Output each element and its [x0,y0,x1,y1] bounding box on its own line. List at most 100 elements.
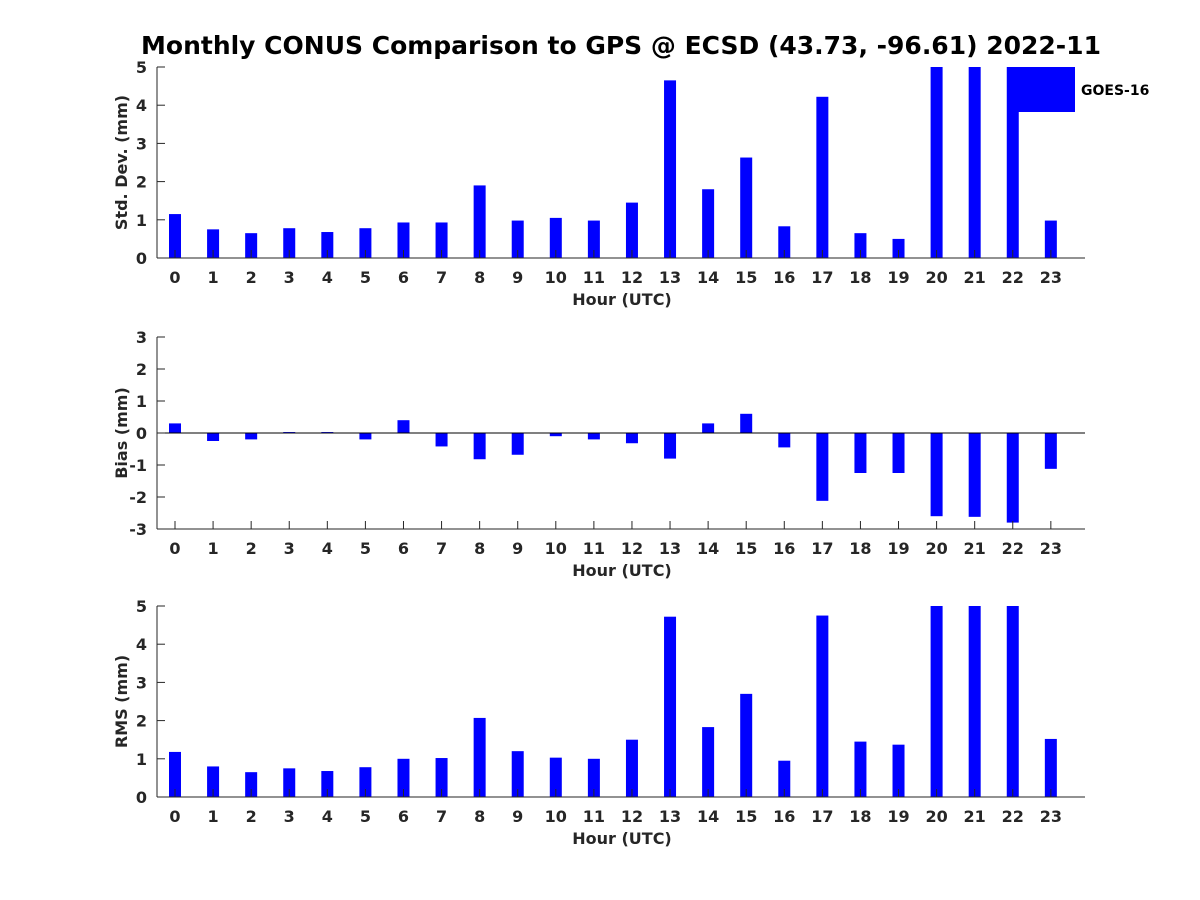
bias-bar-13 [664,433,677,459]
bias-bar-19 [892,433,905,473]
bias-bar-5 [359,433,372,440]
rms-x-tick-label: 12 [621,807,643,826]
rms-x-tick-label: 6 [398,807,409,826]
rms-y-tick-label: 4 [136,635,147,654]
stddev-x-tick-label: 1 [208,268,219,287]
rms-x-tick-label: 8 [474,807,485,826]
rms-x-tick-label: 1 [208,807,219,826]
stddev-bar-10 [549,217,562,258]
stddev-x-tick-label: 9 [512,268,523,287]
stddev-x-tick-label: 4 [322,268,333,287]
stddev-bar-9 [511,220,524,258]
rms-bar-15 [740,693,753,797]
rms-bar-20 [930,606,943,797]
bias-bar-0 [169,423,181,433]
stddev-bar-5 [359,228,372,258]
bias-x-tick-label: 22 [1002,539,1024,558]
rms-x-axis-label: Hour (UTC) [572,829,672,848]
stddev-x-tick-label: 21 [964,268,986,287]
rms-x-tick-label: 17 [811,807,833,826]
rms-x-tick-label: 21 [964,807,986,826]
legend-swatch [1010,67,1075,112]
bias-bar-23 [1044,433,1057,469]
rms-bar-7 [435,758,448,797]
rms-x-tick-label: 4 [322,807,333,826]
stddev-y-tick-label: 5 [136,58,147,77]
rms-bar-23 [1044,738,1057,797]
bias-x-tick-label: 8 [474,539,485,558]
rms-bar-14 [702,727,715,797]
bias-x-tick-label: 1 [208,539,219,558]
rms-x-tick-label: 19 [887,807,909,826]
rms-bar-6 [397,758,410,797]
bias-x-tick-label: 20 [925,539,947,558]
rms-bar-12 [625,739,638,797]
stddev-x-tick-label: 10 [545,268,567,287]
bias-bar-2 [245,433,258,440]
bias-bar-12 [625,433,638,444]
bias-x-tick-label: 17 [811,539,833,558]
stddev-bar-21 [968,67,981,258]
legend: GOES-16 [1010,67,1149,112]
bias-bar-15 [740,413,753,433]
stddev-x-tick-label: 8 [474,268,485,287]
bias-x-tick-label: 2 [246,539,257,558]
rms-y-tick-label: 3 [136,673,147,692]
bias-bar-1 [207,433,220,441]
stddev-bar-6 [397,222,410,258]
stddev-bar-23 [1044,220,1057,258]
stddev-x-tick-label: 16 [773,268,795,287]
stddev-x-tick-label: 22 [1002,268,1024,287]
rms-bar-22 [1006,606,1019,797]
bias-y-tick-label: 2 [136,360,147,379]
stddev-x-tick-label: 0 [169,268,180,287]
bias-x-tick-label: 12 [621,539,643,558]
rms-bar-1 [207,766,220,797]
stddev-y-tick-label: 3 [136,134,147,153]
stddev-x-tick-label: 13 [659,268,681,287]
bias-bar-21 [968,433,981,517]
bias-y-tick-label: 3 [136,328,147,347]
stddev-x-tick-label: 11 [583,268,605,287]
stddev-bar-1 [207,229,220,258]
bias-bar-8 [473,433,486,460]
stddev-bar-12 [625,202,638,258]
stddev-bar-16 [778,226,791,258]
stddev-bar-17 [816,96,829,259]
rms-x-tick-label: 14 [697,807,719,826]
rms-x-tick-label: 13 [659,807,681,826]
stddev-y-tick-label: 0 [136,249,147,268]
stddev-x-tick-label: 15 [735,268,757,287]
stddev-bar-19 [892,238,905,258]
bias-x-tick-label: 18 [849,539,871,558]
stddev-y-axis-label: Std. Dev. (mm) [112,95,131,230]
stddev-x-tick-label: 20 [925,268,947,287]
stddev-y-tick-label: 1 [136,211,147,230]
bias-x-tick-label: 21 [964,539,986,558]
rms-x-tick-label: 9 [512,807,523,826]
rms-bar-2 [245,772,258,797]
rms-y-tick-label: 0 [136,788,147,807]
stddev-bar-0 [169,214,181,258]
bias-bar-7 [435,433,448,447]
bias-y-tick-label: 0 [136,424,147,443]
stddev-x-tick-label: 23 [1040,268,1062,287]
stddev-x-tick-label: 17 [811,268,833,287]
rms-x-tick-label: 18 [849,807,871,826]
bias-x-tick-label: 0 [169,539,180,558]
rms-x-tick-label: 0 [169,807,180,826]
stddev-x-axis-label: Hour (UTC) [572,290,672,309]
chart-title: Monthly CONUS Comparison to GPS @ ECSD (… [141,31,1101,60]
rms-bar-5 [359,767,372,797]
bias-x-tick-label: 13 [659,539,681,558]
legend-label: GOES-16 [1081,83,1149,99]
rms-bar-4 [321,771,334,797]
rms-y-tick-label: 5 [136,597,147,616]
bias-bar-10 [549,433,562,437]
rms-x-tick-label: 10 [545,807,567,826]
stddev-bar-18 [854,233,867,258]
rms-y-tick-label: 2 [136,712,147,731]
